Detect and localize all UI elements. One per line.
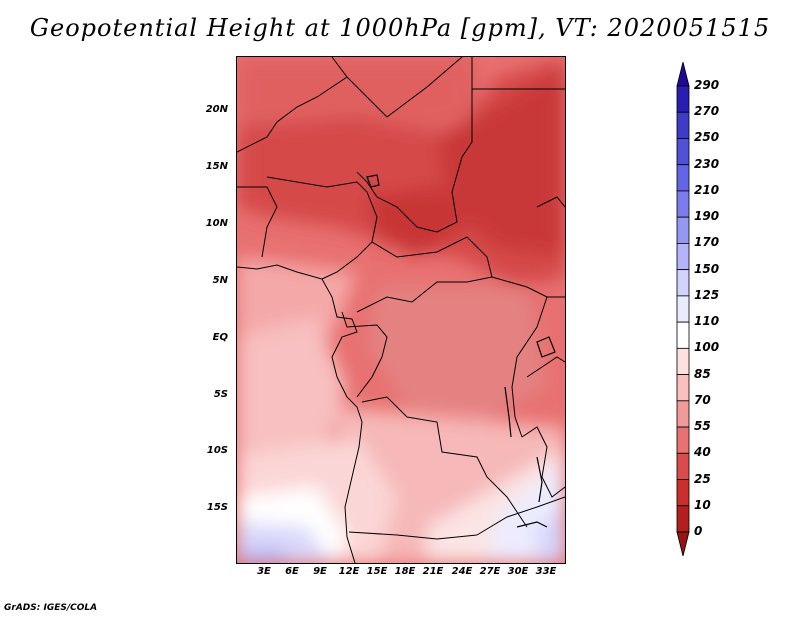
colorbar-box — [676, 400, 690, 428]
country-borders — [237, 57, 565, 563]
map-title: Geopotential Height at 1000hPa [gpm], VT… — [29, 14, 771, 42]
colorbar — [676, 62, 690, 557]
border-namibia — [348, 531, 478, 540]
lon-tick: 3E — [257, 566, 271, 577]
lon-tick: 15E — [366, 566, 388, 577]
border-niger-nigeria — [266, 176, 368, 193]
border-burkina — [237, 186, 278, 258]
colorbar-label: 250 — [694, 130, 720, 145]
lat-tick: 10N — [205, 218, 228, 229]
colorbar-label: 10 — [694, 497, 711, 512]
lon-tick: 27E — [479, 566, 501, 577]
colorbar-box — [676, 295, 690, 323]
colorbar-box — [676, 426, 690, 454]
colorbar-label: 55 — [694, 419, 711, 434]
colorbar-box — [676, 190, 690, 218]
colorbar-label: 40 — [694, 445, 711, 460]
colorbar-box — [676, 164, 690, 192]
lon-tick: 18E — [394, 566, 416, 577]
lon-tick: 21E — [422, 566, 444, 577]
lon-tick: 12E — [338, 566, 360, 577]
border-congo — [341, 311, 388, 398]
lakes — [366, 174, 556, 528]
lon-tick: 9E — [313, 566, 327, 577]
border-car-south — [356, 276, 493, 313]
lat-tick: 15S — [206, 502, 228, 513]
lake-tanganyika — [504, 386, 512, 438]
colorbar-label: 0 — [694, 524, 703, 538]
colorbar-top-arrow — [676, 62, 690, 87]
geopotential-field — [237, 57, 565, 563]
colorbar-label: 25 — [694, 471, 711, 486]
border-tanzania — [521, 426, 565, 498]
colorbar-label: 170 — [694, 235, 720, 250]
grads-credit: GrADS: IGES/COLA — [4, 603, 98, 613]
colorbar-label: 85 — [694, 366, 711, 381]
colorbar-label: 110 — [694, 314, 720, 329]
lat-tick: 15N — [205, 161, 228, 172]
border-car-north — [371, 236, 493, 278]
colorbar-label: 70 — [694, 392, 711, 407]
colorbar-box — [676, 479, 690, 507]
lake-chad — [366, 174, 380, 188]
colorbar-label: 290 — [694, 78, 720, 92]
border-angola-drc — [361, 396, 528, 528]
border-drc-east — [511, 296, 548, 438]
colorbar-box — [676, 138, 690, 166]
border-kenya — [526, 356, 565, 378]
map-panel — [236, 56, 566, 564]
lat-tick: 10S — [206, 445, 228, 456]
border-chad — [356, 57, 473, 233]
colorbar-label: 230 — [694, 156, 720, 171]
colorbar-box — [676, 269, 690, 297]
lon-tick: 24E — [451, 566, 473, 577]
border-zambia-south — [476, 496, 565, 536]
lake-victoria — [536, 336, 556, 358]
colorbar-label: 190 — [694, 209, 720, 224]
colorbar-box — [676, 321, 690, 349]
lake-kariba — [516, 521, 548, 528]
colorbar-label: 270 — [694, 104, 720, 119]
colorbar-label: 100 — [694, 340, 720, 355]
border-nigeria-cameroon — [321, 191, 378, 280]
colorbar-box — [676, 85, 690, 113]
colorbar-label: 125 — [694, 287, 720, 302]
lake-malawi — [536, 456, 543, 503]
colorbar-box — [676, 374, 690, 402]
colorbar-bottom-arrow — [676, 531, 690, 557]
border-ethiopia — [536, 196, 565, 208]
lat-tick: 5S — [213, 389, 228, 400]
colorbar-box — [676, 111, 690, 139]
colorbar-box — [676, 452, 690, 480]
lat-tick: EQ — [212, 332, 228, 343]
lat-tick: 20N — [205, 104, 228, 115]
colorbar-label: 150 — [694, 261, 720, 276]
lon-tick: 6E — [285, 566, 299, 577]
colorbar-box — [676, 505, 690, 533]
colorbar-box — [676, 243, 690, 271]
colorbar-label: 210 — [694, 182, 720, 197]
colorbar-box — [676, 347, 690, 375]
border-niger-libya — [346, 57, 463, 118]
lon-tick: 30E — [507, 566, 529, 577]
colorbar-box — [676, 216, 690, 244]
coastline-west — [237, 264, 363, 563]
lon-tick: 33E — [535, 566, 557, 577]
border-sudan-south — [491, 276, 565, 298]
lat-tick: 5N — [212, 275, 228, 286]
